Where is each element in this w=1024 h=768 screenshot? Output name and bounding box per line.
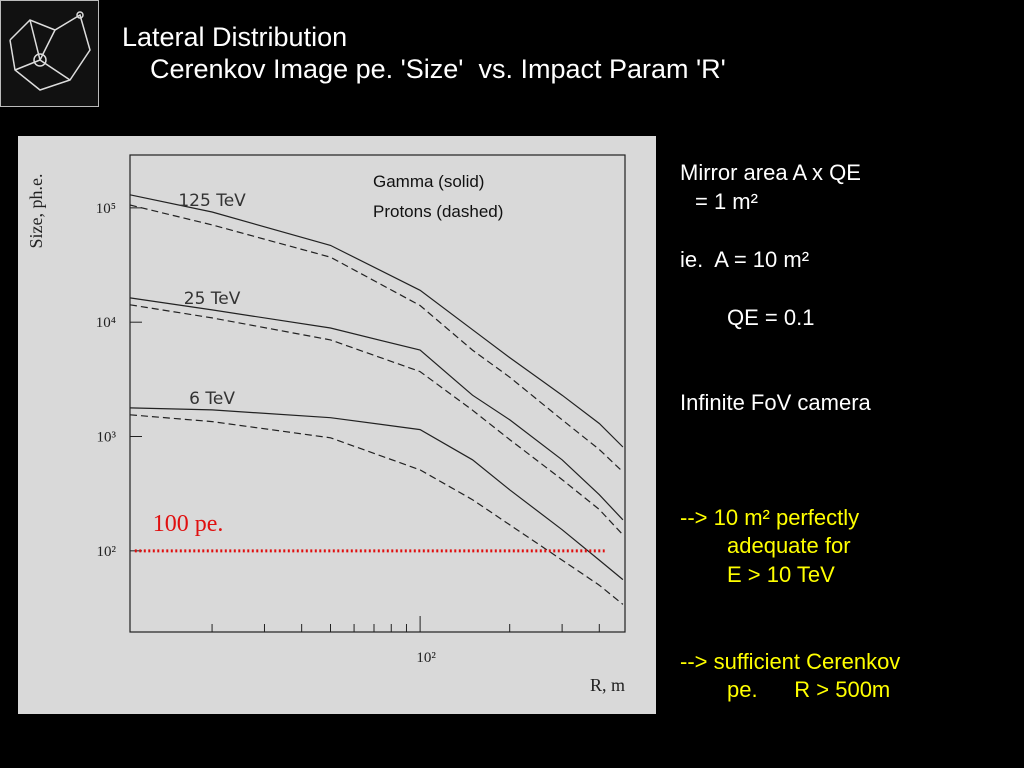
title: Lateral Distribution	[122, 22, 348, 52]
y-tick-label: 10²	[97, 544, 117, 560]
series-line	[129, 204, 624, 473]
y-tick-label: 10⁵	[96, 201, 116, 217]
series-line	[129, 304, 624, 536]
legend-note: Gamma (solid)	[373, 172, 484, 191]
series-line	[129, 194, 624, 448]
notes: Mirror area A x QE = 1 m² ie. A = 10 m² QE …	[680, 0, 1024, 768]
logo-art	[9, 11, 91, 91]
x-axis-label: R, m	[590, 675, 625, 695]
note-line: --> 10 m² perfectly	[680, 505, 860, 530]
y-tick-label: 10⁴	[96, 315, 116, 331]
logo	[0, 0, 99, 107]
note-line: Mirror area A x QE	[680, 160, 861, 185]
note-line: QE = 0.1	[727, 305, 815, 330]
y-tick-label: 10³	[97, 430, 117, 446]
curve-label: 125 TeV	[178, 191, 246, 211]
threshold-label: 100 pe.	[153, 511, 224, 537]
note-line: pe. R > 500m	[727, 677, 891, 702]
note-line: --> sufficient Cerenkov	[680, 649, 901, 674]
note-line: adequate for	[727, 533, 851, 558]
chart: 10² 10³ 10⁴ 10⁵ 10² R, m Size, ph.e. Gamma (sol…	[18, 136, 656, 714]
subtitle: Cerenkov Image pe. 'Size' vs. Impact Par…	[150, 54, 726, 84]
plot-frame	[129, 154, 626, 633]
series-line	[129, 297, 624, 521]
note-line: ie. A = 10 m²	[680, 247, 810, 272]
curve-label: 6 TeV	[189, 389, 235, 409]
y-axis-label: Size, ph.e.	[26, 174, 46, 249]
note-line: Infinite FoV camera	[680, 390, 871, 415]
legend-note: Protons (dashed)	[373, 202, 503, 221]
x-tick-label: 10²	[416, 650, 436, 666]
chart-panel	[18, 136, 656, 714]
logo-frame	[0, 0, 99, 107]
note-line: E > 10 TeV	[727, 562, 835, 587]
note-line: = 1 m²	[695, 189, 758, 214]
curve-label: 25 TeV	[184, 289, 241, 309]
series-line	[129, 407, 624, 581]
series-line	[129, 414, 624, 605]
